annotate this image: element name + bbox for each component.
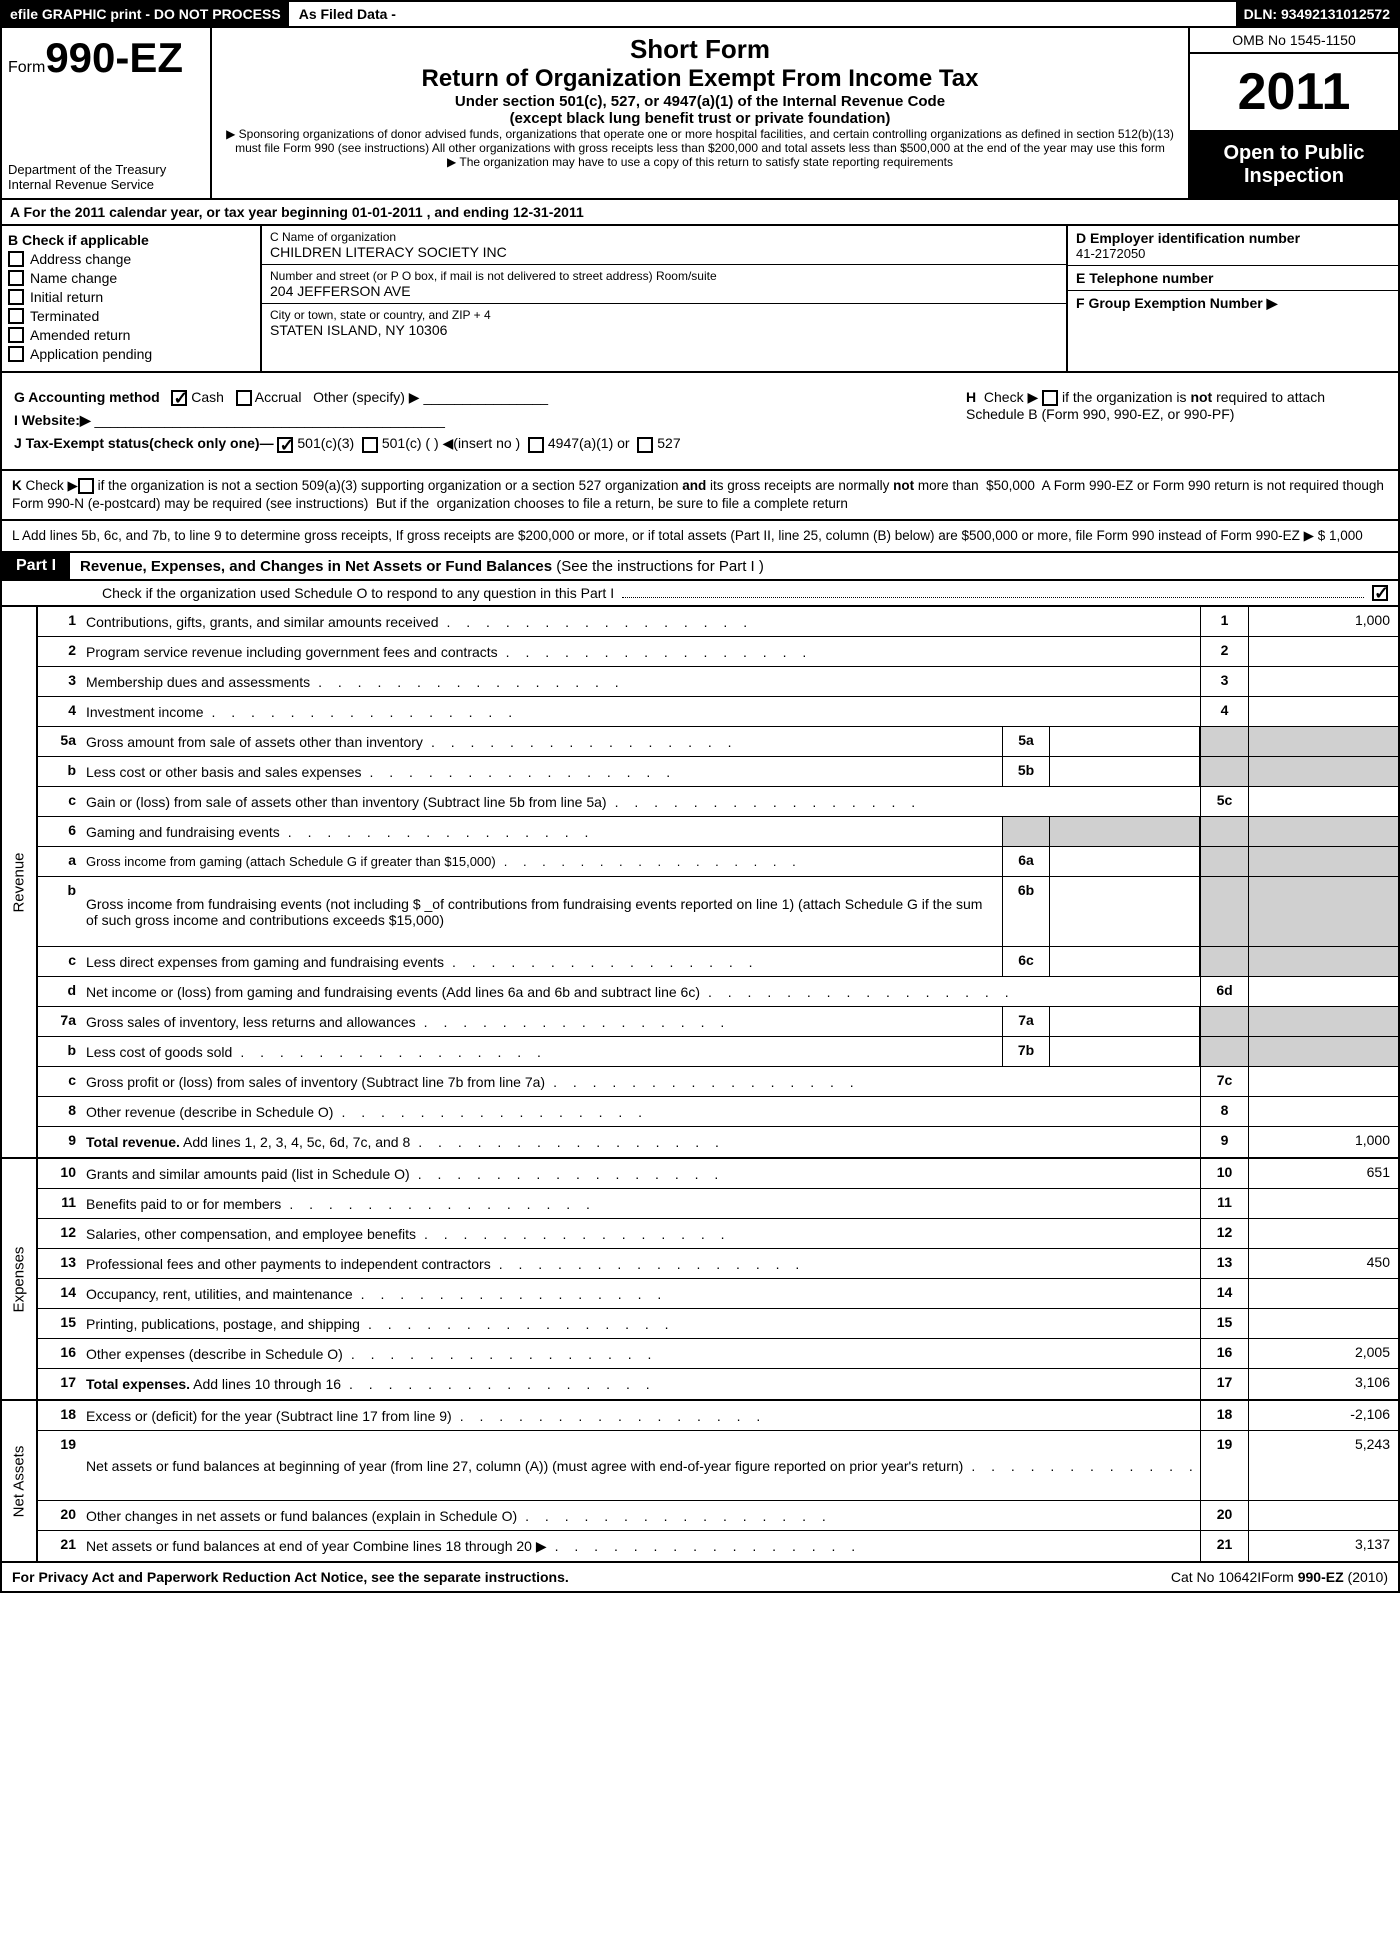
checkbox-accrual[interactable]: [236, 390, 252, 406]
line-d: dNet income or (loss) from gaming and fu…: [38, 977, 1398, 1007]
open-public: Open to Public Inspection: [1190, 132, 1398, 198]
line-18: 18Excess or (deficit) for the year (Subt…: [38, 1401, 1398, 1431]
form-note1: ▶ Sponsoring organizations of donor advi…: [222, 127, 1178, 155]
org-city: STATEN ISLAND, NY 10306: [270, 322, 1058, 338]
line-19: 19Net assets or fund balances at beginni…: [38, 1431, 1398, 1501]
checkbox-k[interactable]: [78, 478, 94, 494]
checkbox-h[interactable]: [1042, 390, 1058, 406]
line-15: 15Printing, publications, postage, and s…: [38, 1309, 1398, 1339]
section-revenue: Revenue1Contributions, gifts, grants, an…: [0, 607, 1400, 1159]
as-filed-label: As Filed Data -: [291, 2, 1236, 26]
line-b: bGross income from fundraising events (n…: [38, 877, 1398, 947]
org-name: CHILDREN LITERACY SOCIETY INC: [270, 244, 1058, 260]
line-11: 11Benefits paid to or for members. . . .…: [38, 1189, 1398, 1219]
line-b: bLess cost of goods sold. . . . . . . . …: [38, 1037, 1398, 1067]
line-6: 6Gaming and fundraising events. . . . . …: [38, 817, 1398, 847]
checkbox-527[interactable]: [637, 437, 653, 453]
part1-header: Part I Revenue, Expenses, and Changes in…: [0, 553, 1400, 581]
checkbox-amended-return[interactable]: [8, 327, 24, 343]
line-16: 16Other expenses (describe in Schedule O…: [38, 1339, 1398, 1369]
note-l: L Add lines 5b, 6c, and 7b, to line 9 to…: [0, 521, 1400, 553]
line-20: 20Other changes in net assets or fund ba…: [38, 1501, 1398, 1531]
form-title: Return of Organization Exempt From Incom…: [222, 65, 1178, 93]
row-a: A For the 2011 calendar year, or tax yea…: [0, 200, 1400, 226]
line-2: 2Program service revenue including gover…: [38, 637, 1398, 667]
line-4: 4Investment income. . . . . . . . . . . …: [38, 697, 1398, 727]
line-14: 14Occupancy, rent, utilities, and mainte…: [38, 1279, 1398, 1309]
line-a: aGross income from gaming (attach Schedu…: [38, 847, 1398, 877]
efile-label: efile GRAPHIC print - DO NOT PROCESS: [2, 2, 291, 26]
line-12: 12Salaries, other compensation, and empl…: [38, 1219, 1398, 1249]
line-c: cGross profit or (loss) from sales of in…: [38, 1067, 1398, 1097]
section-expenses: Expenses10Grants and similar amounts pai…: [0, 1159, 1400, 1401]
line-c: cGain or (loss) from sale of assets othe…: [38, 787, 1398, 817]
tax-year: 2011: [1190, 54, 1398, 132]
org-address: 204 JEFFERSON AVE: [270, 283, 1058, 299]
form-number: Form990-EZ: [8, 34, 204, 82]
line-7a: 7aGross sales of inventory, less returns…: [38, 1007, 1398, 1037]
checkbox-cash[interactable]: [171, 390, 187, 406]
form-subtitle: Under section 501(c), 527, or 4947(a)(1)…: [222, 93, 1178, 110]
form-note2: ▶ The organization may have to use a cop…: [222, 155, 1178, 169]
section-net-assets: Net Assets18Excess or (deficit) for the …: [0, 1401, 1400, 1563]
dept-treasury: Department of the Treasury Internal Reve…: [8, 162, 204, 192]
dln-label: DLN: 93492131012572: [1236, 2, 1398, 26]
checkbox-application-pending[interactable]: [8, 346, 24, 362]
checkbox-4947[interactable]: [528, 437, 544, 453]
note-k: K Check ▶ if the organization is not a s…: [0, 471, 1400, 521]
checkbox-address-change[interactable]: [8, 251, 24, 267]
form-header: Form990-EZ Department of the Treasury In…: [0, 28, 1400, 200]
line-13: 13Professional fees and other payments t…: [38, 1249, 1398, 1279]
checkbox-501c3[interactable]: [277, 437, 293, 453]
line-5a: 5aGross amount from sale of assets other…: [38, 727, 1398, 757]
col-d: D Employer identification number 41-2172…: [1068, 226, 1398, 371]
col-c: C Name of organization CHILDREN LITERACY…: [262, 226, 1068, 371]
checkbox-schedule-o[interactable]: [1372, 585, 1388, 601]
header-bar: efile GRAPHIC print - DO NOT PROCESS As …: [0, 0, 1400, 28]
line-21: 21Net assets or fund balances at end of …: [38, 1531, 1398, 1561]
checkbox-initial-return[interactable]: [8, 289, 24, 305]
line-1: 1Contributions, gifts, grants, and simil…: [38, 607, 1398, 637]
mid-block: G Accounting method Cash Accrual Other (…: [0, 373, 1400, 471]
line-17: 17Total expenses. Add lines 10 through 1…: [38, 1369, 1398, 1399]
section-bcd: B Check if applicable Address changeName…: [0, 226, 1400, 373]
line-10: 10Grants and similar amounts paid (list …: [38, 1159, 1398, 1189]
checkbox-name-change[interactable]: [8, 270, 24, 286]
col-b: B Check if applicable Address changeName…: [2, 226, 262, 371]
line-9: 9Total revenue. Add lines 1, 2, 3, 4, 5c…: [38, 1127, 1398, 1157]
form-revision: Form 990-EZ (2010): [1261, 1569, 1388, 1585]
form-subtitle2: (except black lung benefit trust or priv…: [222, 110, 1178, 127]
footer: For Privacy Act and Paperwork Reduction …: [0, 1563, 1400, 1593]
short-form-label: Short Form: [222, 34, 1178, 65]
part1-check-line: Check if the organization used Schedule …: [0, 581, 1400, 607]
line-c: cLess direct expenses from gaming and fu…: [38, 947, 1398, 977]
ein-value: 41-2172050: [1076, 246, 1390, 261]
checkbox-501c[interactable]: [362, 437, 378, 453]
omb-number: OMB No 1545-1150: [1190, 28, 1398, 54]
checkbox-terminated[interactable]: [8, 308, 24, 324]
group-exemption: F Group Exemption Number ▶: [1076, 295, 1390, 312]
line-b: bLess cost or other basis and sales expe…: [38, 757, 1398, 787]
line-8: 8Other revenue (describe in Schedule O).…: [38, 1097, 1398, 1127]
line-3: 3Membership dues and assessments. . . . …: [38, 667, 1398, 697]
